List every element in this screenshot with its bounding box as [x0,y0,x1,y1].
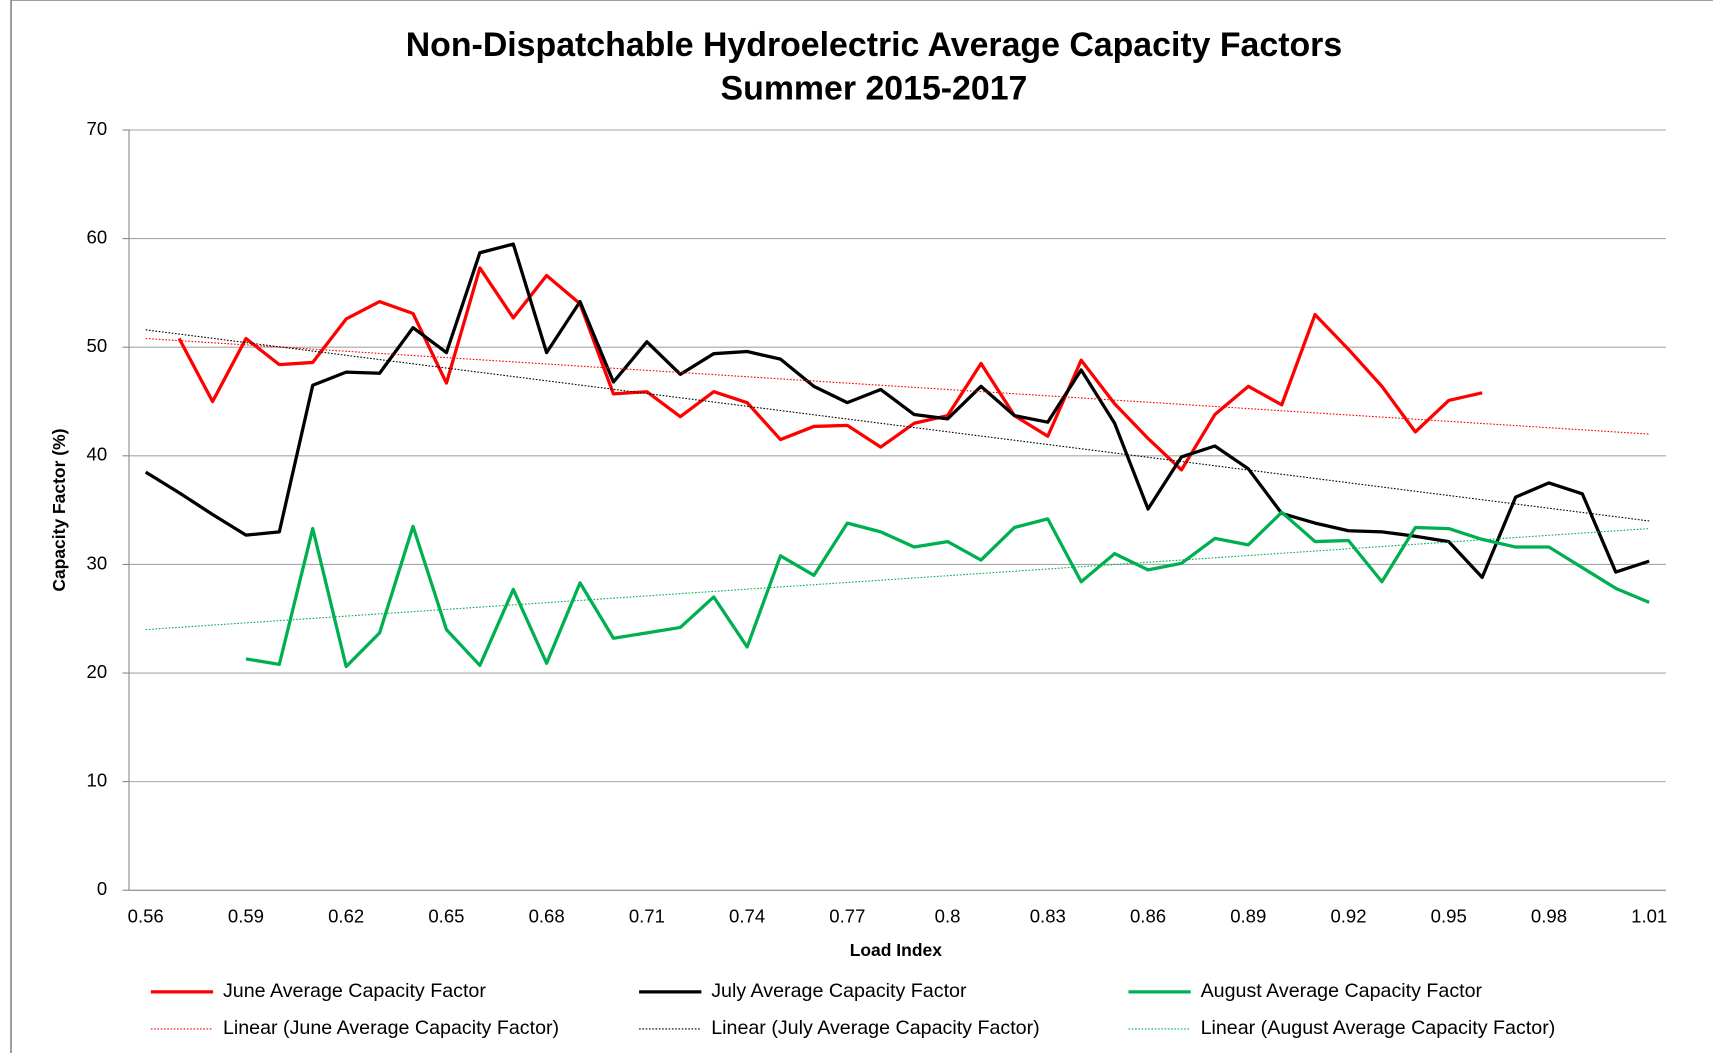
y-axis-title: Capacity Factor (%) [49,429,69,592]
x-tick-label: 0.71 [629,905,665,926]
x-tick-label: 0.89 [1230,905,1266,926]
y-tick-label: 10 [87,770,108,791]
y-tick-label: 50 [87,335,108,356]
legend-label: July Average Capacity Factor [711,980,967,1002]
trend-line [145,329,1650,522]
x-tick-label: 0.83 [1030,905,1066,926]
x-tick-label: 0.8 [935,905,961,926]
series-line [144,242,1650,580]
y-tick-label: 30 [87,552,108,573]
legend-label: Linear (July Average Capacity Factor) [711,1017,1039,1039]
x-tick-label: 0.74 [729,905,765,926]
x-tick-label: 0.65 [428,905,464,926]
x-tick-label: 0.59 [228,905,264,926]
y-tick-label: 20 [87,661,108,682]
x-tick-label: 0.77 [829,905,865,926]
x-axis-title: Load Index [850,940,942,960]
x-tick-label: 0.62 [328,905,364,926]
y-tick-label: 0 [97,878,107,899]
legend-label: June Average Capacity Factor [223,980,486,1002]
legend-label: Linear (June Average Capacity Factor) [223,1017,559,1039]
x-tick-label: 0.86 [1130,905,1166,926]
trend-line [145,337,1650,435]
y-tick-label: 60 [87,227,108,248]
x-tick-label: 0.95 [1431,905,1467,926]
y-tick-label: 70 [87,118,108,139]
x-tick-label: 0.56 [128,905,164,926]
x-tick-label: 0.92 [1330,905,1366,926]
legend-label: Linear (August Average Capacity Factor) [1201,1017,1556,1039]
x-tick-label: 0.68 [529,905,565,926]
trend-line [145,528,1650,631]
chart-title: Non-Dispatchable Hydroelectric Average C… [406,26,1342,64]
y-tick-label: 40 [87,444,108,465]
x-tick-label: 1.01 [1631,905,1667,926]
series-line [245,510,1650,669]
x-tick-label: 0.98 [1531,905,1567,926]
chart-subtitle: Summer 2015-2017 [721,70,1028,108]
legend-label: August Average Capacity Factor [1201,980,1483,1002]
series-line [177,266,1483,472]
